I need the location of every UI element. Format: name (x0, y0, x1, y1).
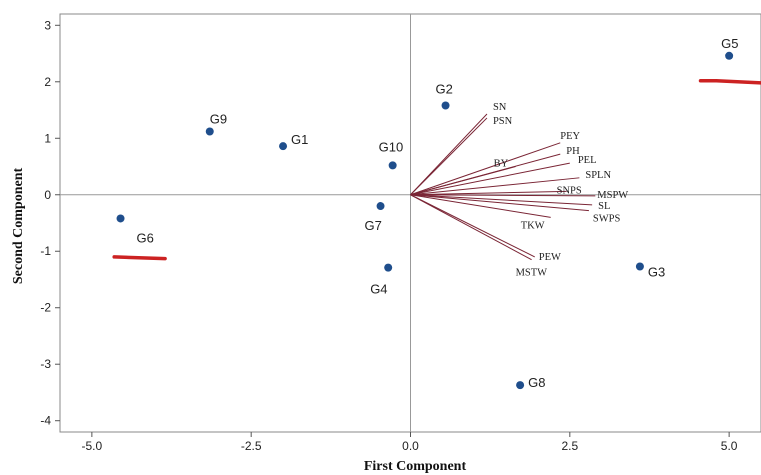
loading-vector-pel (410, 162, 570, 196)
loading-vector-spln (410, 177, 580, 196)
loading-vector-tkw (410, 194, 551, 218)
point-label-g7: G7 (365, 218, 382, 233)
score-points: G1 G2 G3 G4 G5 G6 G7 G8 G9 G10 (116, 36, 738, 390)
vector-label-psn: PSN (493, 116, 513, 127)
y-tick-label: -4 (40, 414, 51, 428)
vector-label-pel: PEL (578, 155, 597, 166)
point-label-g8: G8 (528, 375, 545, 390)
loading-vector-swps (410, 194, 589, 212)
y-tick-label: 3 (44, 18, 51, 32)
loading-vector-pey (410, 142, 561, 196)
point-label-g6: G6 (137, 230, 154, 245)
vector-label-by: BY (494, 159, 509, 170)
vector-label-sl: SL (598, 201, 610, 212)
loading-vector-psn (410, 117, 488, 196)
score-point-g2 (441, 101, 450, 110)
loading-vector-pew (410, 194, 535, 258)
vector-label-spln: SPLN (585, 170, 611, 181)
vector-label-mspw: MSPW (597, 190, 628, 201)
red-annotation-stroke (112, 255, 167, 261)
vector-label-mstw: MSTW (516, 268, 548, 279)
vector-label-sn: SN (493, 102, 507, 113)
point-label-g9: G9 (210, 111, 227, 126)
y-tick-label: 1 (44, 131, 51, 145)
annotation-marks (112, 78, 761, 261)
y-tick-label: -2 (40, 301, 51, 315)
vector-label-swps: SWPS (593, 214, 621, 225)
vector-label-tkw: TKW (521, 220, 545, 231)
y-axis-title: Second Component (11, 168, 26, 285)
point-label-g2: G2 (436, 82, 453, 97)
loading-vector-mstw (410, 194, 532, 261)
x-tick-label: 0.0 (402, 439, 419, 453)
vector-label-pey: PEY (560, 131, 580, 142)
x-tick-label: -2.5 (241, 439, 262, 453)
vector-label-snps: SNPS (557, 185, 582, 196)
x-axis-title: First Component (364, 459, 467, 474)
x-tick-label: 5.0 (721, 439, 738, 453)
loading-vector-by (410, 166, 516, 196)
score-point-g4 (384, 263, 393, 272)
vector-label-pew: PEW (539, 252, 561, 263)
loading-vector-snps (410, 190, 567, 196)
point-label-g5: G5 (721, 36, 738, 51)
reference-lines (60, 14, 761, 432)
score-point-g10 (388, 161, 397, 170)
x-axis-ticks: -5.0 -2.5 0.0 2.5 5.0 (82, 432, 738, 453)
point-label-g10: G10 (379, 139, 404, 154)
point-label-g1: G1 (291, 132, 308, 147)
point-label-g3: G3 (648, 264, 665, 279)
vector-label-ph: PH (566, 146, 580, 157)
y-axis-ticks: -4 -3 -2 -1 0 1 2 3 (40, 18, 60, 428)
point-label-g4: G4 (370, 282, 387, 297)
score-point-g1 (279, 142, 288, 151)
score-point-g5 (725, 51, 734, 60)
score-point-g9 (205, 127, 214, 136)
y-tick-label: 2 (44, 75, 51, 89)
y-tick-label: -3 (40, 357, 51, 371)
red-annotation-stroke (698, 78, 761, 85)
score-point-g3 (635, 262, 644, 271)
loading-vector-mspw (410, 194, 596, 197)
x-tick-label: 2.5 (561, 439, 578, 453)
score-point-g8 (516, 381, 525, 390)
y-tick-label: 0 (44, 188, 51, 202)
y-tick-label: -1 (40, 244, 51, 258)
score-point-g7 (376, 202, 385, 211)
x-tick-label: -5.0 (82, 439, 103, 453)
score-point-g6 (116, 214, 125, 223)
loading-vector-sl (410, 194, 593, 206)
